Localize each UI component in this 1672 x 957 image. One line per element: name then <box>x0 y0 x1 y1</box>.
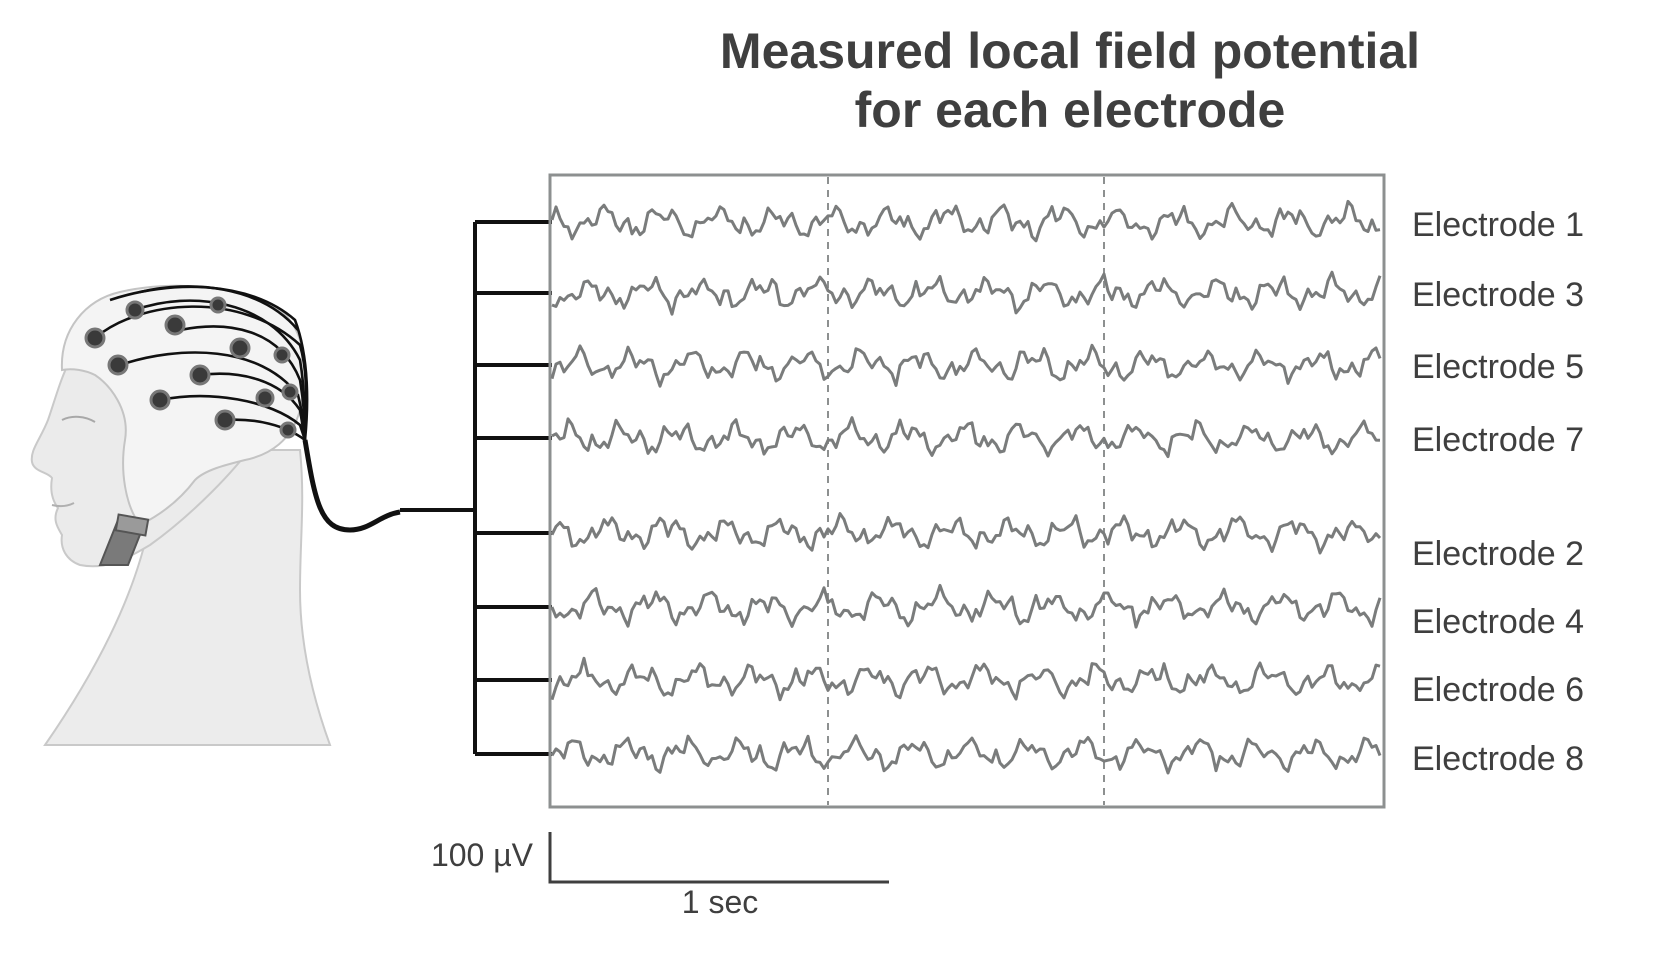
connector-branches <box>475 220 552 756</box>
lfp-trace <box>550 734 1382 775</box>
electrode-label: Electrode 7 <box>1412 421 1584 459</box>
electrode-label: Electrode 6 <box>1412 671 1584 709</box>
scale-amplitude-label: 100 µV <box>431 837 534 873</box>
human-head-with-eeg-cap-icon <box>30 284 401 746</box>
lfp-trace <box>550 512 1382 555</box>
connector-tree <box>400 222 477 754</box>
cable <box>302 439 401 533</box>
lfp-trace <box>550 656 1381 702</box>
eye <box>61 415 96 423</box>
traces <box>550 199 1382 775</box>
electrode-label: Electrode 3 <box>1412 276 1584 314</box>
lfp-trace <box>550 343 1382 388</box>
lfp-trace <box>550 583 1382 629</box>
electrode-label: Electrode 5 <box>1412 348 1584 386</box>
title-line-1: Measured local field potential <box>720 23 1420 79</box>
electrode-label: Electrode 2 <box>1412 535 1584 573</box>
mouth <box>51 502 75 508</box>
electrode-label: Electrode 8 <box>1412 740 1584 778</box>
scale-time-label: 1 sec <box>682 884 758 920</box>
electrode-label: Electrode 1 <box>1412 206 1584 244</box>
scale-bar-lines <box>548 832 889 884</box>
lfp-trace <box>551 270 1382 316</box>
lfp-trace <box>550 199 1381 243</box>
title-line-2: for each electrode <box>855 82 1286 138</box>
electrode-labels: Electrode 1 Electrode 3 Electrode 5 Electro… <box>1412 206 1584 778</box>
plot-frame <box>548 173 1386 809</box>
chin-strap-buckle <box>114 513 150 537</box>
electrode-label: Electrode 4 <box>1412 603 1584 641</box>
lfp-trace <box>551 416 1381 459</box>
cap-electrodes <box>84 296 299 439</box>
scale-bar: 100 µV 1 sec <box>431 832 889 920</box>
